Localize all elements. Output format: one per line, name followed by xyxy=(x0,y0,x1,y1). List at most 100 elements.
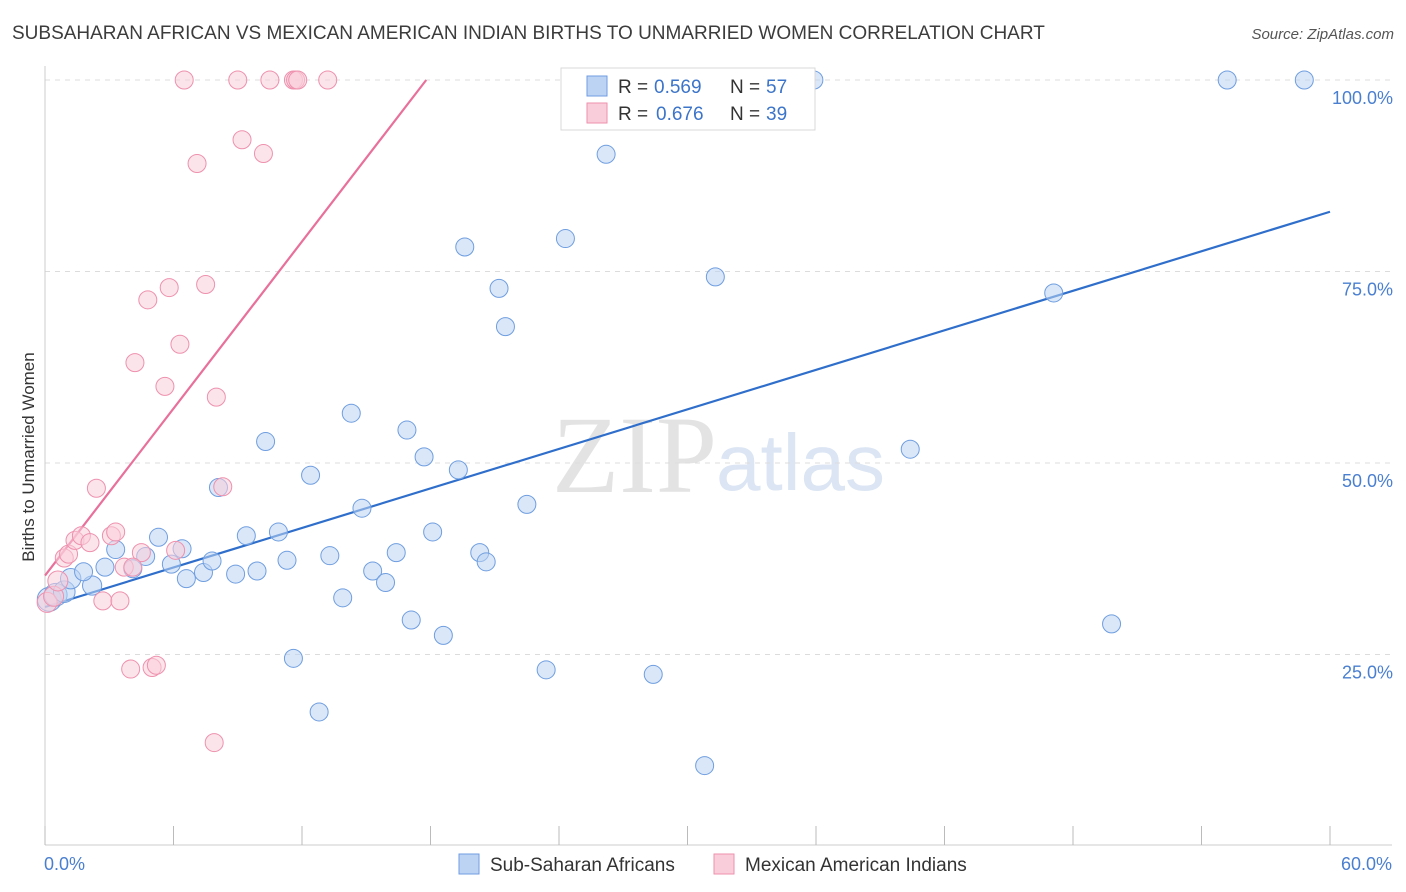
data-point xyxy=(705,267,725,287)
legend-n-value-1: 57 xyxy=(766,77,787,98)
y-tick-label: 75.0% xyxy=(1342,280,1393,300)
data-point xyxy=(196,275,216,295)
data-point xyxy=(226,564,246,584)
bottom-legend-swatch-pink xyxy=(713,853,735,875)
data-point xyxy=(536,660,556,680)
data-point xyxy=(86,478,106,498)
data-point xyxy=(149,527,169,547)
axes xyxy=(44,66,1392,846)
watermark: ZIP atlas xyxy=(552,394,885,516)
source-label: Source: ZipAtlas.com xyxy=(1251,26,1394,43)
data-point xyxy=(283,648,303,668)
data-point xyxy=(106,522,126,542)
legend-r-label-1: R = xyxy=(618,77,648,98)
y-tick-label: 25.0% xyxy=(1342,663,1393,683)
data-point xyxy=(320,546,340,566)
data-point xyxy=(596,144,616,164)
data-point xyxy=(236,526,256,546)
bottom-legend-swatch-blue xyxy=(458,853,480,875)
trend-line xyxy=(44,210,1331,609)
trend-line xyxy=(44,79,428,577)
trend-lines xyxy=(44,79,1331,609)
data-point xyxy=(268,522,288,542)
data-point xyxy=(489,278,509,298)
data-point xyxy=(253,144,273,164)
data-point xyxy=(448,460,468,480)
data-point xyxy=(206,387,226,407)
data-point xyxy=(159,278,179,298)
data-point xyxy=(277,550,297,570)
data-point xyxy=(202,551,222,571)
data-point xyxy=(123,557,143,577)
x-tick-min: 0.0% xyxy=(44,854,85,874)
data-point xyxy=(695,756,715,776)
data-point xyxy=(174,70,194,90)
data-point xyxy=(232,130,252,150)
data-point xyxy=(301,465,321,485)
data-point xyxy=(247,561,267,581)
data-point xyxy=(125,353,145,373)
data-point xyxy=(213,477,233,497)
y-tick-labels: 25.0% 50.0% 75.0% 100.0% xyxy=(1332,88,1393,683)
data-point xyxy=(95,557,115,577)
data-point xyxy=(414,447,434,467)
data-point xyxy=(1217,70,1237,90)
data-point xyxy=(138,290,158,310)
legend-n-label-2: N = xyxy=(730,104,760,125)
data-point xyxy=(318,70,338,90)
data-point xyxy=(433,625,453,645)
legend-r-value-2: 0.676 xyxy=(656,104,704,125)
legend-n-label-1: N = xyxy=(730,77,760,98)
data-point xyxy=(401,610,421,630)
data-point xyxy=(47,570,69,592)
chart-title: SUBSAHARAN AFRICAN VS MEXICAN AMERICAN I… xyxy=(12,23,1045,44)
data-point xyxy=(1102,614,1122,634)
data-point xyxy=(309,702,329,722)
data-point xyxy=(80,533,100,553)
legend-box: R = 0.569 N = 57 R = 0.676 N = 39 xyxy=(560,67,816,131)
y-tick-label: 100.0% xyxy=(1332,88,1393,108)
data-point xyxy=(260,70,280,90)
data-point xyxy=(1044,283,1064,303)
data-point xyxy=(146,655,166,675)
legend-swatch-blue xyxy=(586,75,608,97)
data-point xyxy=(386,543,406,563)
data-point xyxy=(352,498,372,518)
bottom-legend-label-blue: Sub-Saharan Africans xyxy=(490,855,675,876)
data-point xyxy=(155,376,175,396)
bottom-legend: Sub-Saharan Africans Mexican American In… xyxy=(458,853,967,876)
data-point xyxy=(423,522,443,542)
data-point xyxy=(333,588,353,608)
data-point xyxy=(517,494,537,514)
legend-swatch-pink xyxy=(586,102,608,124)
data-point xyxy=(74,562,94,582)
data-point xyxy=(110,591,130,611)
data-point xyxy=(376,572,396,592)
data-point xyxy=(900,439,920,459)
data-point xyxy=(170,334,190,354)
data-point xyxy=(166,540,186,560)
data-point xyxy=(1294,70,1314,90)
legend-r-label-2: R = xyxy=(618,104,648,125)
data-point xyxy=(204,733,224,753)
data-point xyxy=(93,591,113,611)
data-point xyxy=(555,229,575,249)
data-point xyxy=(455,237,475,257)
grid-lines xyxy=(45,79,1392,655)
data-point xyxy=(643,664,663,684)
data-point xyxy=(476,552,496,572)
data-point xyxy=(288,70,308,90)
data-point xyxy=(341,403,361,423)
x-tick-max: 60.0% xyxy=(1341,854,1392,874)
data-point xyxy=(495,317,515,337)
data-point xyxy=(121,659,141,679)
data-point xyxy=(228,70,248,90)
y-tick-label: 50.0% xyxy=(1342,471,1393,491)
y-axis-label: Births to Unmarried Women xyxy=(19,352,38,561)
data-point xyxy=(176,569,196,589)
data-point xyxy=(82,575,103,596)
watermark-zip: ZIP xyxy=(552,394,717,516)
legend-r-value-1: 0.569 xyxy=(654,77,702,98)
data-point xyxy=(363,561,383,581)
